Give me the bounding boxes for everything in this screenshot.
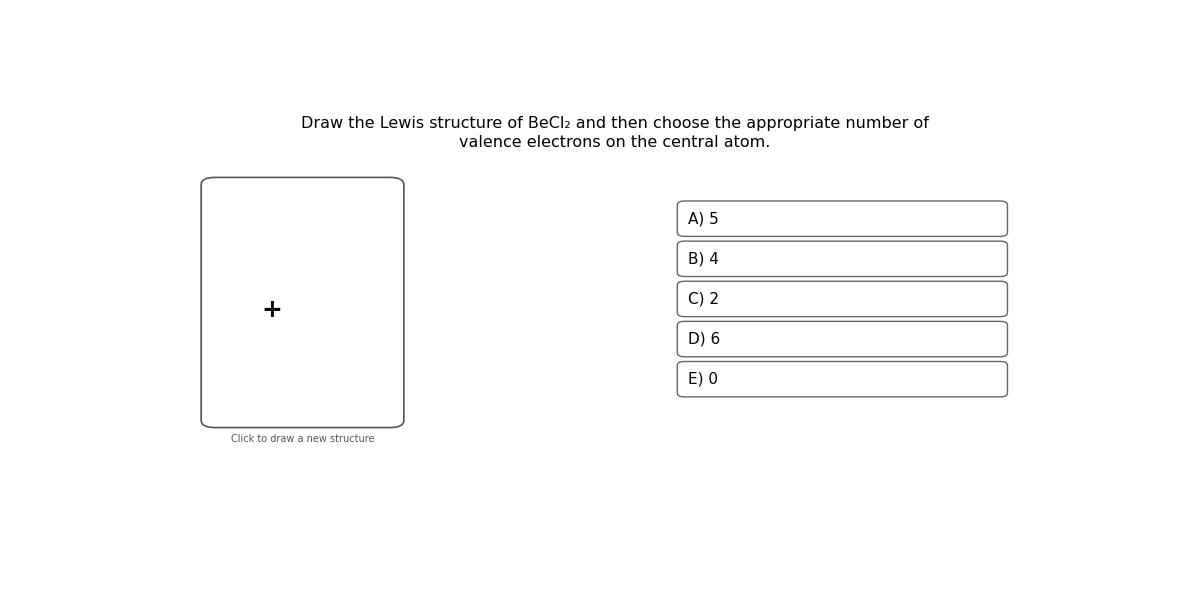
FancyBboxPatch shape [202,177,404,428]
Text: D) 6: D) 6 [689,332,721,346]
Text: C) 2: C) 2 [689,291,720,306]
FancyBboxPatch shape [677,241,1008,276]
Text: Click to draw a new structure: Click to draw a new structure [230,435,374,444]
FancyBboxPatch shape [677,281,1008,317]
Text: valence electrons on the central atom.: valence electrons on the central atom. [460,134,770,150]
FancyBboxPatch shape [677,201,1008,237]
Text: Draw the Lewis structure of BeCl₂ and then choose the appropriate number of: Draw the Lewis structure of BeCl₂ and th… [301,116,929,131]
Text: A) 5: A) 5 [689,211,719,226]
FancyBboxPatch shape [677,321,1008,357]
Text: +: + [262,298,282,322]
Text: E) 0: E) 0 [689,371,719,387]
Text: B) 4: B) 4 [689,251,719,266]
FancyBboxPatch shape [677,362,1008,397]
